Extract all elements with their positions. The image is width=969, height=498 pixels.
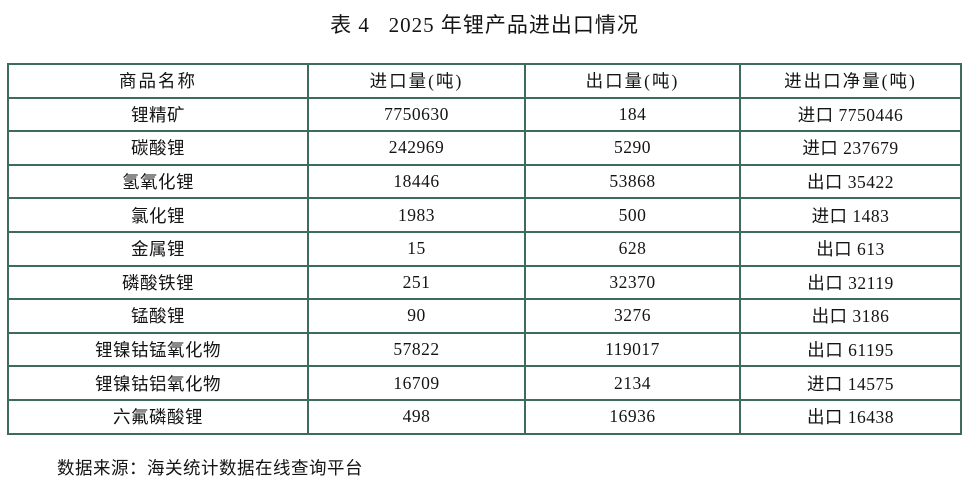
cell-net-volume: 出口 16438 — [739, 398, 962, 435]
table-row: 锂镍钴锰氧化物 57822 119017 出口 61195 — [7, 331, 962, 368]
cell-export-volume: 16936 — [524, 398, 741, 435]
cell-product-name: 氯化锂 — [7, 197, 309, 233]
cell-net-volume: 进口 237679 — [739, 130, 962, 166]
header-product-name: 商品名称 — [7, 63, 309, 99]
cell-export-volume: 500 — [524, 197, 741, 233]
cell-import-volume: 18446 — [307, 163, 526, 200]
cell-net-volume: 进口 1483 — [739, 197, 962, 233]
table-row: 六氟磷酸锂 498 16936 出口 16438 — [7, 398, 962, 435]
cell-export-volume: 184 — [524, 96, 741, 133]
cell-export-volume: 32370 — [524, 264, 741, 301]
cell-product-name: 氢氧化锂 — [7, 163, 309, 200]
cell-net-volume: 出口 35422 — [739, 163, 962, 200]
table-row: 磷酸铁锂 251 32370 出口 32119 — [7, 264, 962, 301]
cell-export-volume: 2134 — [524, 365, 741, 401]
cell-import-volume: 7750630 — [307, 96, 526, 133]
cell-product-name: 碳酸锂 — [7, 130, 309, 166]
cell-import-volume: 251 — [307, 264, 526, 301]
cell-export-volume: 628 — [524, 230, 741, 267]
cell-export-volume: 119017 — [524, 331, 741, 368]
table-row: 氢氧化锂 18446 53868 出口 35422 — [7, 163, 962, 200]
cell-product-name: 锂精矿 — [7, 96, 309, 133]
cell-import-volume: 57822 — [307, 331, 526, 368]
cell-product-name: 锰酸锂 — [7, 298, 309, 334]
cell-net-volume: 出口 32119 — [739, 264, 962, 301]
table-row: 锂精矿 7750630 184 进口 7750446 — [7, 96, 962, 133]
cell-net-volume: 进口 7750446 — [739, 96, 962, 133]
header-import-volume: 进口量(吨) — [307, 63, 526, 99]
cell-import-volume: 16709 — [307, 365, 526, 401]
cell-product-name: 磷酸铁锂 — [7, 264, 309, 301]
cell-product-name: 锂镍钴锰氧化物 — [7, 331, 309, 368]
table-row: 氯化锂 1983 500 进口 1483 — [7, 197, 962, 233]
cell-product-name: 锂镍钴铝氧化物 — [7, 365, 309, 401]
cell-net-volume: 出口 613 — [739, 230, 962, 267]
cell-import-volume: 1983 — [307, 197, 526, 233]
table-row: 锂镍钴铝氧化物 16709 2134 进口 14575 — [7, 365, 962, 401]
cell-product-name: 六氟磷酸锂 — [7, 398, 309, 435]
cell-export-volume: 53868 — [524, 163, 741, 200]
data-source-note: 数据来源：海关统计数据在线查询平台 — [57, 457, 363, 478]
cell-export-volume: 5290 — [524, 130, 741, 166]
table-title: 表 4 2025 年锂产品进出口情况 — [330, 13, 639, 37]
import-export-table: 商品名称 进口量(吨) 出口量(吨) 进出口净量(吨) 锂精矿 7750630 18… — [7, 63, 962, 435]
table-row: 金属锂 15 628 出口 613 — [7, 230, 962, 267]
cell-import-volume: 15 — [307, 230, 526, 267]
table-body: 锂精矿 7750630 184 进口 7750446 碳酸锂 242969 5290 进口 2… — [7, 96, 962, 435]
cell-import-volume: 242969 — [307, 130, 526, 166]
cell-net-volume: 进口 14575 — [739, 365, 962, 401]
cell-net-volume: 出口 61195 — [739, 331, 962, 368]
table-header-row: 商品名称 进口量(吨) 出口量(吨) 进出口净量(吨) — [7, 63, 962, 99]
cell-net-volume: 出口 3186 — [739, 298, 962, 334]
table-row: 碳酸锂 242969 5290 进口 237679 — [7, 130, 962, 166]
header-net-volume: 进出口净量(吨) — [739, 63, 962, 99]
cell-import-volume: 90 — [307, 298, 526, 334]
header-export-volume: 出口量(吨) — [524, 63, 741, 99]
cell-export-volume: 3276 — [524, 298, 741, 334]
cell-import-volume: 498 — [307, 398, 526, 435]
cell-product-name: 金属锂 — [7, 230, 309, 267]
table-row: 锰酸锂 90 3276 出口 3186 — [7, 298, 962, 334]
